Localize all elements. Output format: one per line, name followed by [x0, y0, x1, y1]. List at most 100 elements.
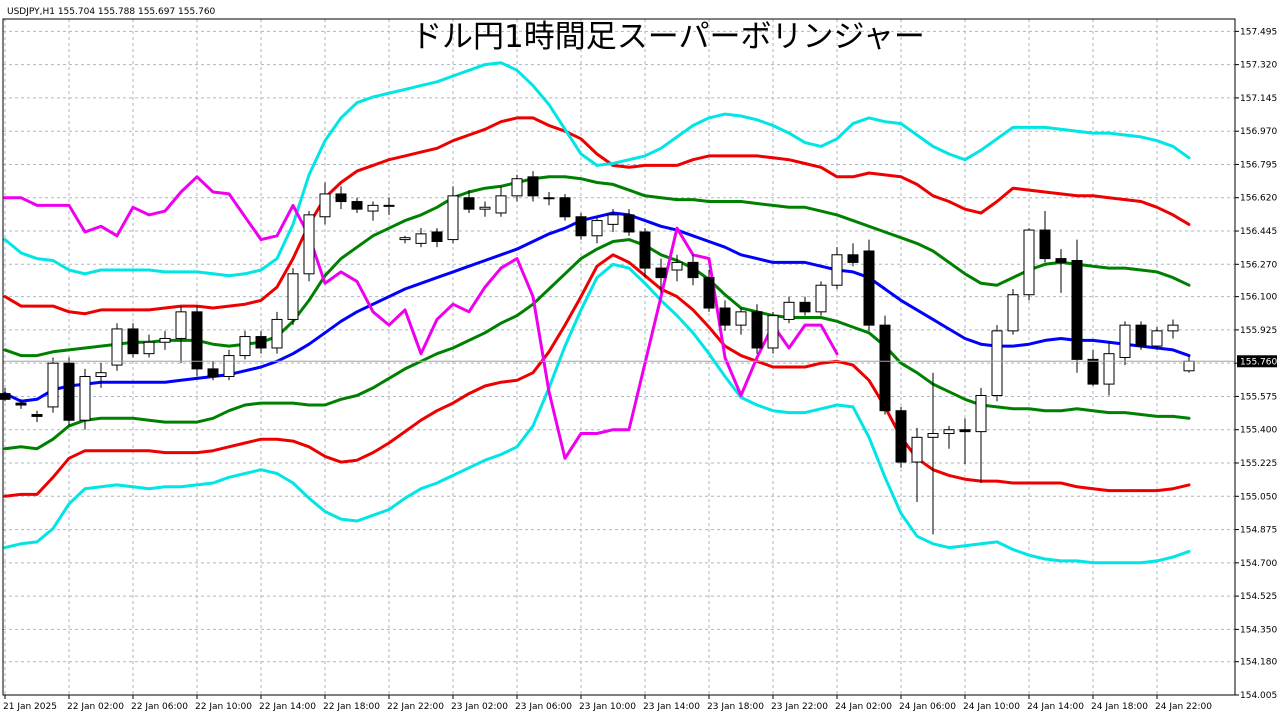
- y-tick-label: 156.100: [1240, 293, 1277, 303]
- candle: [1055, 249, 1067, 293]
- candle-body: [111, 328, 123, 366]
- candle-body: [479, 206, 491, 210]
- candle-body: [271, 318, 283, 349]
- candle: [399, 235, 411, 244]
- candle: [863, 239, 875, 331]
- candle-body: [1087, 358, 1099, 385]
- candle-body: [223, 355, 235, 377]
- candle-body: [191, 311, 203, 370]
- candle-body: [239, 336, 251, 357]
- candle-body: [447, 195, 459, 241]
- candle: [207, 361, 219, 381]
- candle: [687, 254, 699, 286]
- candle-body: [351, 201, 363, 210]
- candle-body: [847, 254, 859, 263]
- candle: [271, 311, 283, 354]
- candle-body: [1055, 258, 1067, 263]
- candle: [31, 410, 43, 423]
- candle: [319, 182, 331, 225]
- candle-body: [991, 330, 1003, 397]
- candle-body: [31, 414, 43, 417]
- x-tick-label: 22 Jan 18:00: [323, 702, 380, 712]
- candle: [511, 174, 523, 202]
- candle: [415, 228, 427, 248]
- series-line: [3, 116, 1191, 316]
- x-tick-label: 22 Jan 06:00: [131, 702, 188, 712]
- series-line: [3, 262, 1191, 565]
- candle-body: [399, 237, 411, 241]
- candle-body: [1119, 324, 1131, 358]
- x-tick-label: 22 Jan 10:00: [195, 702, 252, 712]
- candle-body: [1103, 353, 1115, 385]
- y-tick-label: 155.575: [1240, 392, 1277, 402]
- candle-body: [895, 410, 907, 463]
- candle: [991, 325, 1003, 402]
- candle: [143, 334, 155, 358]
- candle-body: [47, 362, 59, 408]
- candle-body: [943, 429, 955, 435]
- x-axis: 21 Jan 2025 22 Jan 02:00 22 Jan 06:00 22 Ja…: [3, 695, 1212, 712]
- candle-body: [687, 261, 699, 279]
- candle-body: [623, 214, 635, 233]
- candle: [623, 209, 635, 236]
- x-tick-label: 23 Jan 02:00: [451, 702, 508, 712]
- y-tick-label: 155.925: [1240, 326, 1277, 336]
- candle-body: [1023, 229, 1035, 296]
- symbol-header: USDJPY,H1 155.704 155.788 155.697 155.76…: [7, 7, 216, 17]
- candle: [463, 190, 475, 213]
- candle: [719, 300, 731, 331]
- candle: [575, 212, 587, 240]
- current-price-tag-bg: [1237, 355, 1277, 368]
- y-tick-label: 156.795: [1240, 160, 1277, 170]
- candle-body: [639, 231, 651, 269]
- y-tick-label: 154.180: [1240, 658, 1277, 668]
- candle: [351, 197, 363, 213]
- candle-body: [207, 368, 219, 377]
- candle: [1087, 349, 1099, 386]
- y-tick-label: 157.145: [1240, 94, 1277, 104]
- candle: [495, 186, 507, 217]
- series-line: [3, 61, 1191, 278]
- candle-body: [255, 336, 267, 349]
- x-tick-label: 24 Jan 10:00: [963, 702, 1020, 712]
- candle: [703, 270, 715, 312]
- candle: [191, 306, 203, 377]
- candle: [911, 427, 923, 502]
- candle: [847, 243, 859, 267]
- candle-body: [783, 301, 795, 320]
- y-tick-label: 156.970: [1240, 127, 1277, 137]
- candle: [543, 192, 555, 206]
- candle: [255, 330, 267, 354]
- candle: [607, 209, 619, 232]
- x-tick-label: 24 Jan 06:00: [899, 702, 956, 712]
- candle-body: [719, 307, 731, 326]
- y-axis: 157.495 157.320 157.145 156.970 156.795 156.6…: [1235, 27, 1277, 701]
- candle: [1071, 239, 1083, 373]
- candle-body: [863, 250, 875, 326]
- candle-body: [335, 193, 347, 203]
- candle-body: [1007, 294, 1019, 332]
- candle: [975, 387, 987, 483]
- candle-body: [143, 341, 155, 355]
- candle: [479, 201, 491, 217]
- candle-body: [79, 375, 91, 421]
- candle: [895, 406, 907, 468]
- candle: [831, 247, 843, 290]
- candle: [303, 211, 315, 282]
- candle-body: [975, 395, 987, 433]
- candle-body: [1039, 229, 1051, 260]
- candle-body: [927, 433, 939, 438]
- candle-body: [463, 197, 475, 210]
- plot-border: [2, 18, 1236, 696]
- candle: [671, 254, 683, 282]
- candle: [111, 323, 123, 371]
- candle: [1135, 321, 1147, 350]
- candle-body: [767, 315, 779, 349]
- candle-body: [1183, 360, 1195, 372]
- candle: [527, 171, 539, 202]
- candle: [79, 368, 91, 430]
- candle-body: [495, 195, 507, 214]
- candle-body: [671, 261, 683, 271]
- candle: [223, 349, 235, 381]
- series-line: [3, 238, 1191, 451]
